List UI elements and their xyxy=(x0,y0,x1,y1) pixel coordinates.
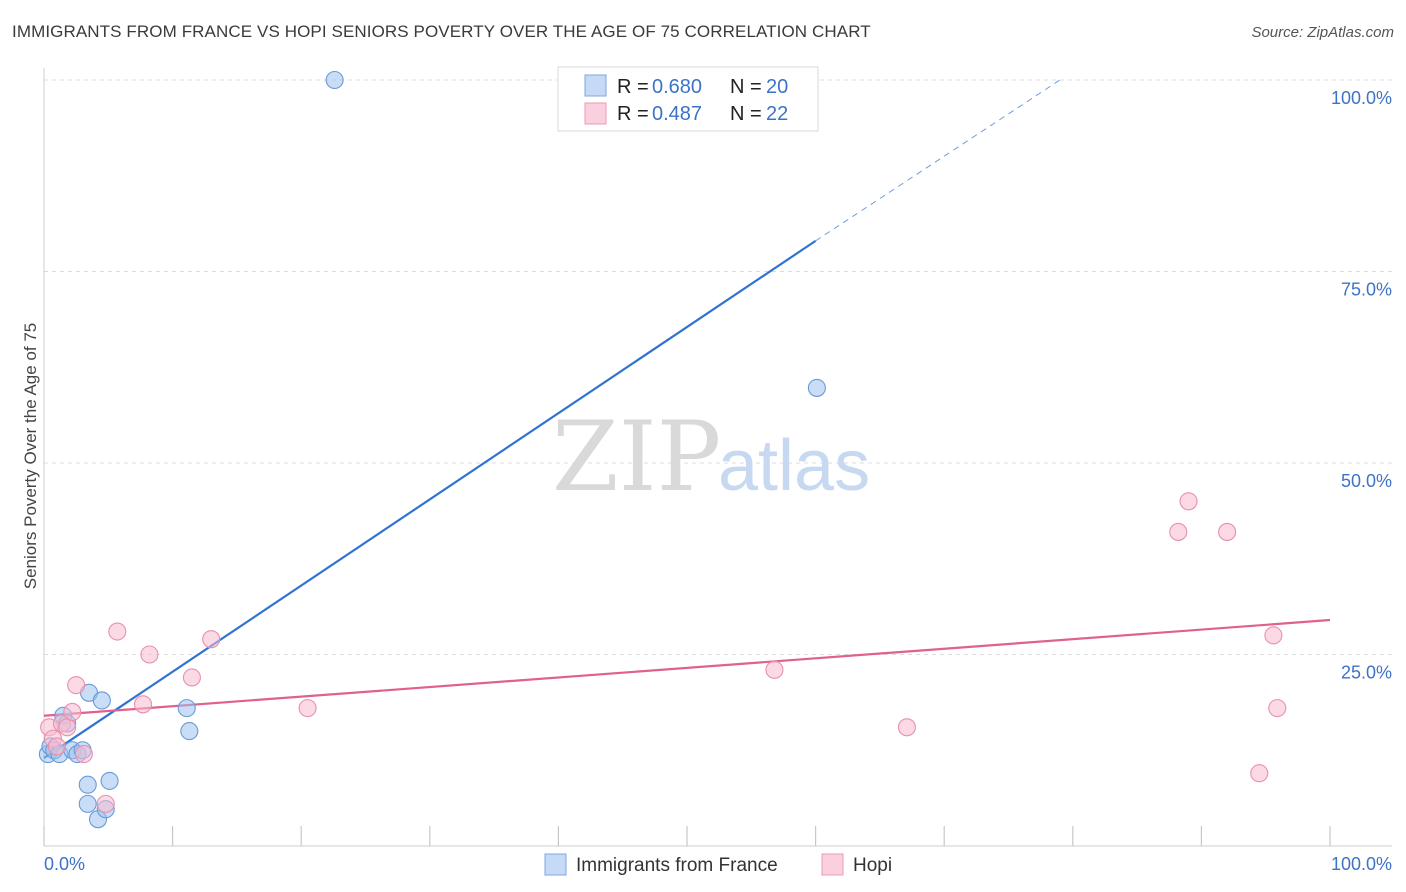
legend-n-value: 20 xyxy=(766,76,788,98)
point-hopi xyxy=(1264,626,1283,645)
legend-swatch-hopi xyxy=(821,853,844,876)
point-hopi xyxy=(1218,522,1237,541)
point-hopi xyxy=(63,702,82,722)
tick-labels: 100.0% 75.0% 50.0% 25.0% 0.0% 100.0% xyxy=(44,88,1392,874)
y-axis-label: Seniors Poverty Over the Age of 75 xyxy=(21,323,40,589)
chart-title: IMMIGRANTS FROM FRANCE VS HOPI SENIORS P… xyxy=(12,22,871,41)
trendline-extension-immigrants-from-france xyxy=(815,79,1061,242)
point-hopi xyxy=(1179,492,1198,511)
point-hopi xyxy=(298,699,317,718)
point-immigrants-from-france xyxy=(177,699,196,718)
point-immigrants-from-france xyxy=(92,691,111,710)
point-hopi xyxy=(58,718,77,737)
correlation-legend: R = 0.680 N = 20 R = 0.487 N = 22 xyxy=(557,66,819,132)
y-tick-label: 75.0% xyxy=(1341,280,1392,300)
legend-n-label: N = xyxy=(730,76,762,98)
watermark-zip: ZIP xyxy=(552,401,721,513)
trendlines xyxy=(43,79,1331,759)
legend-swatch-france xyxy=(584,74,607,97)
legend-label-hopi: Hopi xyxy=(853,855,892,876)
y-tick-label: 50.0% xyxy=(1341,471,1392,491)
point-immigrants-from-france xyxy=(100,771,119,790)
series-legend: Immigrants from France Hopi xyxy=(544,853,892,876)
legend-n-value: 22 xyxy=(766,103,788,125)
point-hopi xyxy=(133,695,153,714)
data-points xyxy=(38,70,1287,829)
point-hopi xyxy=(1169,522,1188,541)
legend-r-label: R = xyxy=(617,76,649,98)
legend-r-label: R = xyxy=(617,103,649,125)
point-immigrants-from-france xyxy=(78,794,97,813)
point-hopi xyxy=(1250,764,1269,783)
trendline-hopi xyxy=(43,618,1331,717)
legend-r-value: 0.680 xyxy=(652,76,702,98)
point-immigrants-from-france xyxy=(807,378,826,397)
point-hopi xyxy=(96,794,115,813)
point-immigrants-from-france xyxy=(78,775,97,794)
y-tick-label: 25.0% xyxy=(1341,663,1392,683)
point-hopi xyxy=(202,630,221,649)
x-tick-label-left: 0.0% xyxy=(44,854,85,874)
x-tick-label-right: 100.0% xyxy=(1331,854,1392,874)
legend-label-france: Immigrants from France xyxy=(576,855,778,876)
point-hopi xyxy=(67,676,86,695)
point-hopi xyxy=(74,745,93,764)
point-hopi xyxy=(765,660,784,679)
legend-r-value: 0.487 xyxy=(652,103,702,125)
legend-swatch-france xyxy=(544,853,567,876)
point-hopi xyxy=(1268,699,1287,718)
point-hopi xyxy=(47,737,66,756)
y-tick-label: 100.0% xyxy=(1331,88,1392,108)
watermark: ZIP atlas xyxy=(552,401,870,513)
legend-swatch-hopi xyxy=(584,102,607,125)
legend-n-label: N = xyxy=(730,103,762,125)
point-hopi xyxy=(140,645,159,664)
point-hopi xyxy=(182,668,201,687)
source-credit: Source: ZipAtlas.com xyxy=(1251,24,1394,41)
point-immigrants-from-france xyxy=(325,70,344,90)
point-hopi xyxy=(108,622,127,641)
point-hopi xyxy=(897,718,916,737)
gridlines xyxy=(44,79,1392,655)
trendline-immigrants-from-france xyxy=(43,239,817,759)
axes xyxy=(43,68,1392,847)
point-immigrants-from-france xyxy=(180,722,199,741)
watermark-atlas: atlas xyxy=(718,426,870,506)
